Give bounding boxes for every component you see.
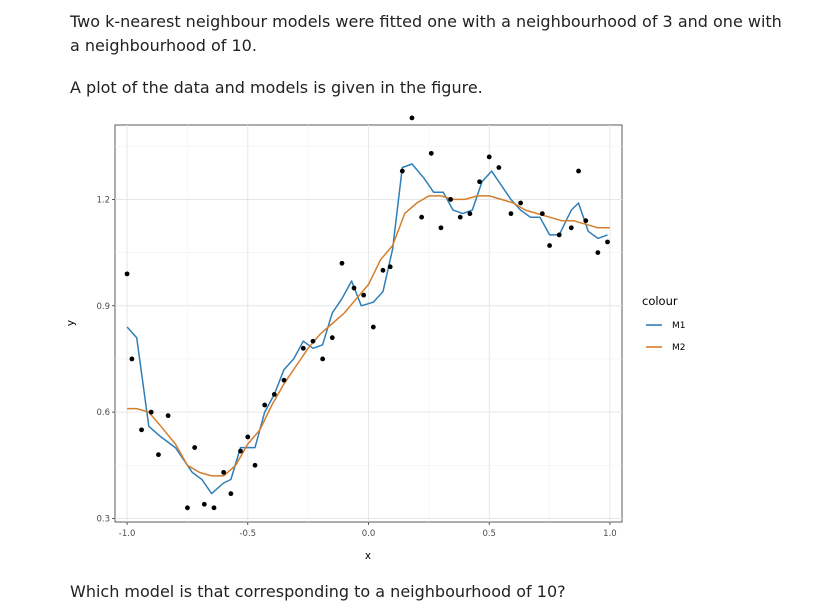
data-point	[370, 324, 376, 330]
data-point	[361, 292, 367, 298]
question-prompt: Which model is that corresponding to a n…	[70, 582, 566, 601]
data-point	[547, 243, 552, 248]
data-point	[556, 232, 562, 238]
data-point	[124, 271, 130, 277]
x-tick-label: 1.0	[603, 529, 617, 539]
data-point	[595, 250, 601, 256]
x-axis-ticks: -1.0 -0.5 0.0 0.5 1.0	[119, 522, 617, 539]
y-tick-label: 0.6	[96, 408, 110, 418]
grid-lines	[115, 125, 622, 522]
data-point	[438, 225, 444, 231]
legend: colour M1 M2	[642, 294, 686, 353]
data-point	[351, 285, 357, 291]
data-point	[518, 200, 523, 206]
data-point	[448, 197, 453, 202]
y-tick-label: 0.3	[96, 514, 110, 524]
data-point	[409, 115, 415, 121]
data-point	[467, 211, 473, 217]
question-intro: Two k-nearest neighbour models were fitt…	[70, 12, 782, 55]
series-line-m1	[126, 163, 608, 495]
data-point	[605, 239, 610, 245]
x-tick-label: 0.5	[482, 529, 496, 539]
data-point	[165, 413, 171, 419]
data-point	[496, 165, 502, 170]
data-point	[185, 505, 190, 511]
legend-label-m1: M1	[672, 321, 686, 331]
data-point	[192, 445, 198, 450]
x-tick-label: -1.0	[119, 529, 136, 539]
data-point	[139, 427, 144, 433]
data-point	[271, 391, 277, 397]
series-line-m2	[127, 195, 610, 477]
data-point	[539, 211, 545, 217]
data-point	[457, 214, 463, 220]
data-point	[583, 218, 589, 224]
data-point	[148, 409, 154, 415]
y-axis-ticks: 0.3 0.6 0.9 1.2	[96, 195, 115, 524]
data-point	[262, 402, 268, 408]
data-point	[380, 267, 386, 273]
y-tick-label: 0.9	[96, 302, 110, 312]
model-lines	[126, 163, 610, 495]
data-point	[329, 335, 335, 341]
data-point	[387, 264, 393, 270]
data-point	[486, 154, 492, 160]
legend-title: colour	[642, 294, 678, 308]
data-point	[339, 260, 345, 266]
y-axis-label: y	[65, 320, 77, 326]
data-point	[221, 469, 227, 475]
data-point	[428, 150, 434, 156]
data-point	[310, 338, 316, 344]
data-point	[419, 214, 425, 220]
data-point	[129, 356, 135, 362]
x-tick-label: -0.5	[239, 529, 256, 539]
data-point	[201, 501, 207, 507]
data-point	[211, 505, 217, 511]
y-tick-label: 1.2	[96, 195, 110, 205]
data-point	[568, 225, 574, 231]
data-point	[238, 448, 243, 454]
data-point	[228, 491, 234, 497]
legend-label-m2: M2	[672, 343, 686, 353]
data-point	[320, 356, 326, 362]
data-point	[252, 462, 258, 468]
x-axis-label: x	[365, 550, 371, 562]
data-point	[300, 345, 306, 351]
data-point	[281, 377, 287, 383]
data-points	[124, 115, 610, 511]
x-tick-label: 0.0	[362, 529, 376, 539]
data-point	[576, 168, 581, 174]
data-point	[245, 434, 251, 440]
data-point	[156, 452, 161, 458]
figure-caption-text: A plot of the data and models is given i…	[70, 78, 483, 97]
data-point	[508, 211, 514, 217]
data-point	[477, 179, 482, 185]
data-point	[399, 168, 405, 174]
